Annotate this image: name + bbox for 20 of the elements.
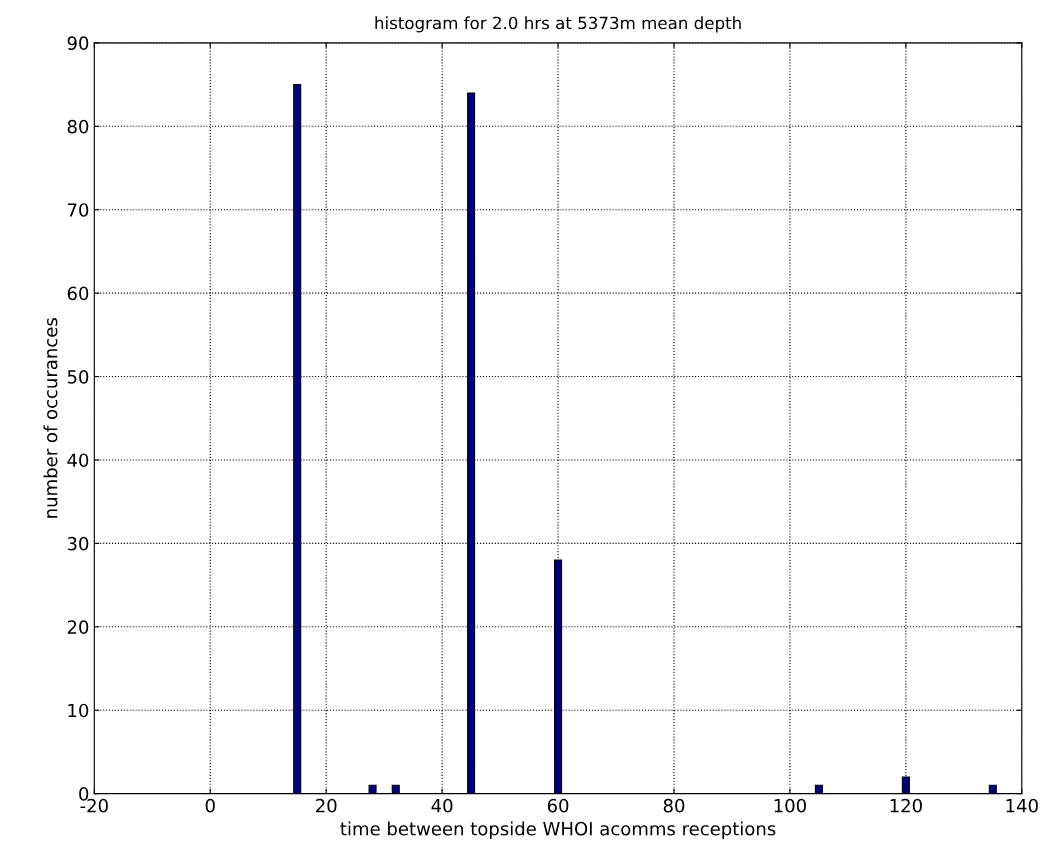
x-axis-title: time between topside WHOI acomms receptions (340, 821, 776, 840)
y-tick-label: 80 (67, 119, 89, 134)
x-tick-label: 40 (431, 798, 453, 813)
y-tick-label: 30 (67, 536, 89, 551)
y-tick-label: 40 (67, 453, 89, 468)
chart-title: histogram for 2.0 hrs at 5373m mean depth (375, 16, 741, 33)
y-axis-title: number of occurances (43, 318, 58, 518)
x-tick-label: 0 (205, 798, 215, 813)
x-tick-label: 60 (547, 798, 569, 813)
x-tick-label: 80 (663, 798, 685, 813)
y-tick-label: 50 (67, 370, 89, 384)
y-tick-label: 90 (67, 36, 89, 51)
y-tick-label: 10 (68, 703, 89, 718)
x-tick-label: 140 (1006, 798, 1038, 813)
x-tick-label: 20 (316, 798, 337, 813)
y-tick-label: 20 (67, 620, 89, 634)
y-tick-label: 70 (67, 203, 89, 217)
x-tick-label: 100 (774, 798, 806, 813)
x-tick-label: 120 (890, 798, 922, 813)
y-tick-label: 60 (67, 286, 89, 301)
